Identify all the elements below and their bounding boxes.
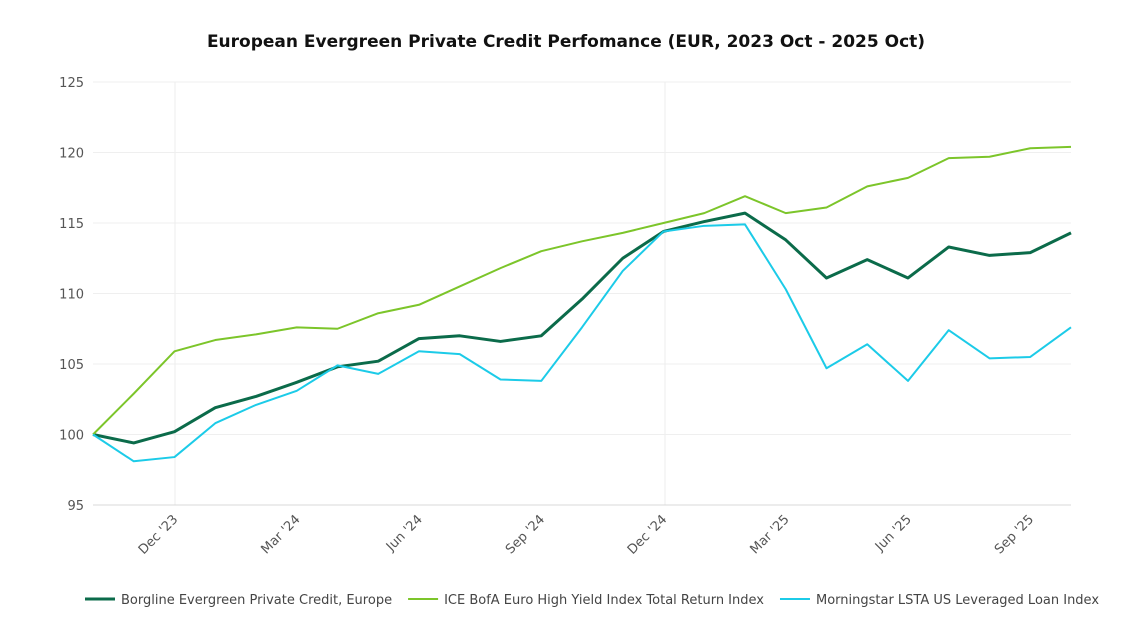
- x-tick-label: Mar '25: [747, 512, 792, 557]
- x-tick-label: Jun '24: [383, 512, 426, 555]
- x-tick-label: Sep '24: [503, 512, 548, 557]
- x-tick-label: Mar '24: [258, 512, 303, 557]
- y-tick-label: 120: [59, 147, 84, 162]
- legend-text: Morningstar LSTA US Leveraged Loan Index: [816, 593, 1099, 608]
- x-tick-label: Jun '25: [872, 512, 915, 555]
- y-tick-label: 125: [59, 76, 84, 91]
- legend-text: Borgline Evergreen Private Credit, Europ…: [121, 593, 392, 608]
- x-tick-label: Sep '25: [992, 512, 1037, 557]
- x-tick-label: Dec '24: [625, 512, 671, 558]
- x-tick-label: Dec '23: [136, 512, 182, 558]
- series-line: [92, 145, 1072, 436]
- y-tick-label: 115: [59, 217, 84, 232]
- series-line: [92, 223, 1072, 463]
- y-tick-label: 95: [67, 499, 84, 514]
- chart-title: European Evergreen Private Credit Perfom…: [207, 32, 925, 52]
- series-line: [92, 211, 1072, 445]
- y-tick-label: 105: [59, 358, 84, 373]
- legend-text: ICE BofA Euro High Yield Index Total Ret…: [444, 593, 764, 608]
- y-tick-label: 110: [59, 288, 84, 303]
- y-tick-label: 100: [59, 429, 84, 444]
